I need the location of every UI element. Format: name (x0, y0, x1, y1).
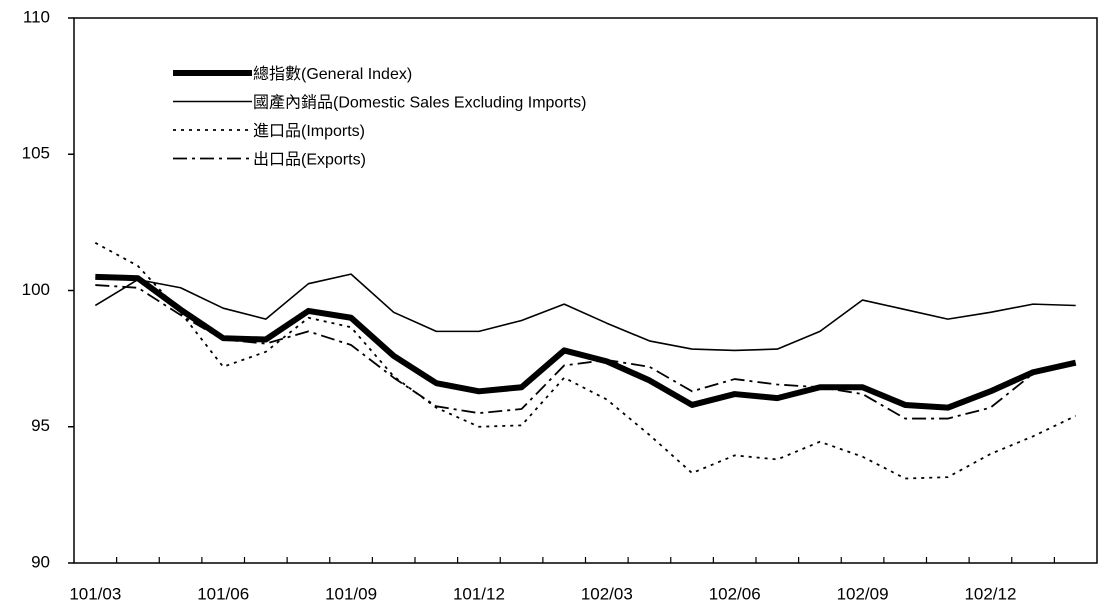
x-tick-label: 101/06 (197, 584, 249, 603)
x-tick-label: 101/09 (325, 584, 377, 603)
y-tick-label: 110 (23, 7, 50, 26)
y-tick-label: 95 (31, 416, 50, 435)
y-tick-label: 100 (22, 280, 50, 299)
legend-label: 進口品(Imports) (253, 122, 365, 140)
x-tick-label: 102/06 (709, 584, 761, 603)
x-tick-label: 102/12 (964, 584, 1016, 603)
legend-label: 總指數(General Index) (253, 65, 412, 83)
x-tick-label: 102/03 (581, 584, 633, 603)
series-line (94, 242, 1077, 480)
y-tick-label: 105 (22, 144, 50, 163)
series-line (95, 273, 1077, 411)
y-tick-label: 90 (31, 552, 50, 571)
legend-label: 出口品(Exports) (253, 151, 366, 169)
x-tick-label: 102/09 (837, 584, 889, 603)
x-tick-label: 101/12 (453, 584, 505, 603)
series-line (95, 284, 1076, 420)
x-tick-label: 101/03 (69, 584, 121, 603)
legend-label: 國產內銷品(Domestic Sales Excluding Imports) (253, 94, 586, 112)
series-line (94, 273, 1076, 352)
